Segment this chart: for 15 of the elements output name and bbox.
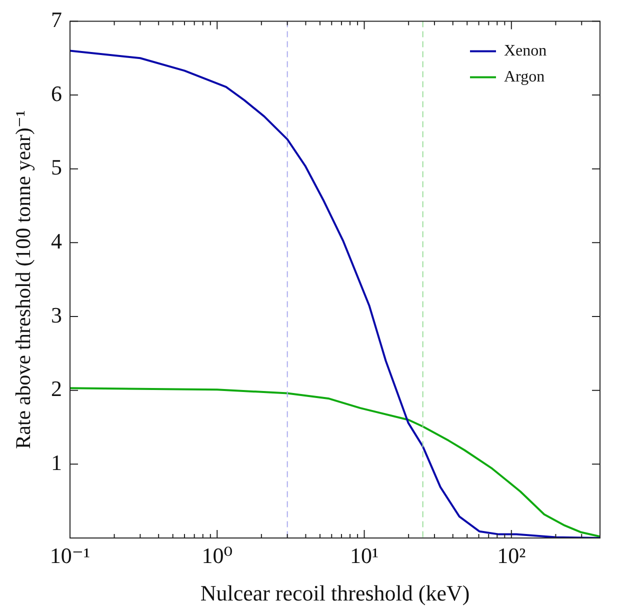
y-tick-label: 5 bbox=[51, 154, 62, 180]
y-tick-label: 7 bbox=[51, 6, 62, 32]
x-axis-title: Nulcear recoil threshold (keV) bbox=[200, 580, 470, 606]
x-tick-label: 10¹ bbox=[350, 542, 379, 568]
legend-label: Xenon bbox=[504, 42, 547, 60]
x-tick-label: 10² bbox=[497, 542, 526, 568]
x-tick-label: 10⁻¹ bbox=[50, 542, 90, 568]
x-tick-label: 10⁰ bbox=[202, 542, 233, 568]
y-tick-label: 2 bbox=[51, 376, 62, 402]
y-tick-label: 4 bbox=[51, 228, 62, 254]
y-tick-label: 6 bbox=[51, 80, 62, 106]
y-tick-label: 3 bbox=[51, 302, 62, 328]
legend-label: Argon bbox=[504, 68, 545, 86]
y-axis-title: Rate above threshold (100 tonne year)⁻¹ bbox=[11, 110, 36, 449]
y-tick-label: 1 bbox=[51, 450, 62, 475]
